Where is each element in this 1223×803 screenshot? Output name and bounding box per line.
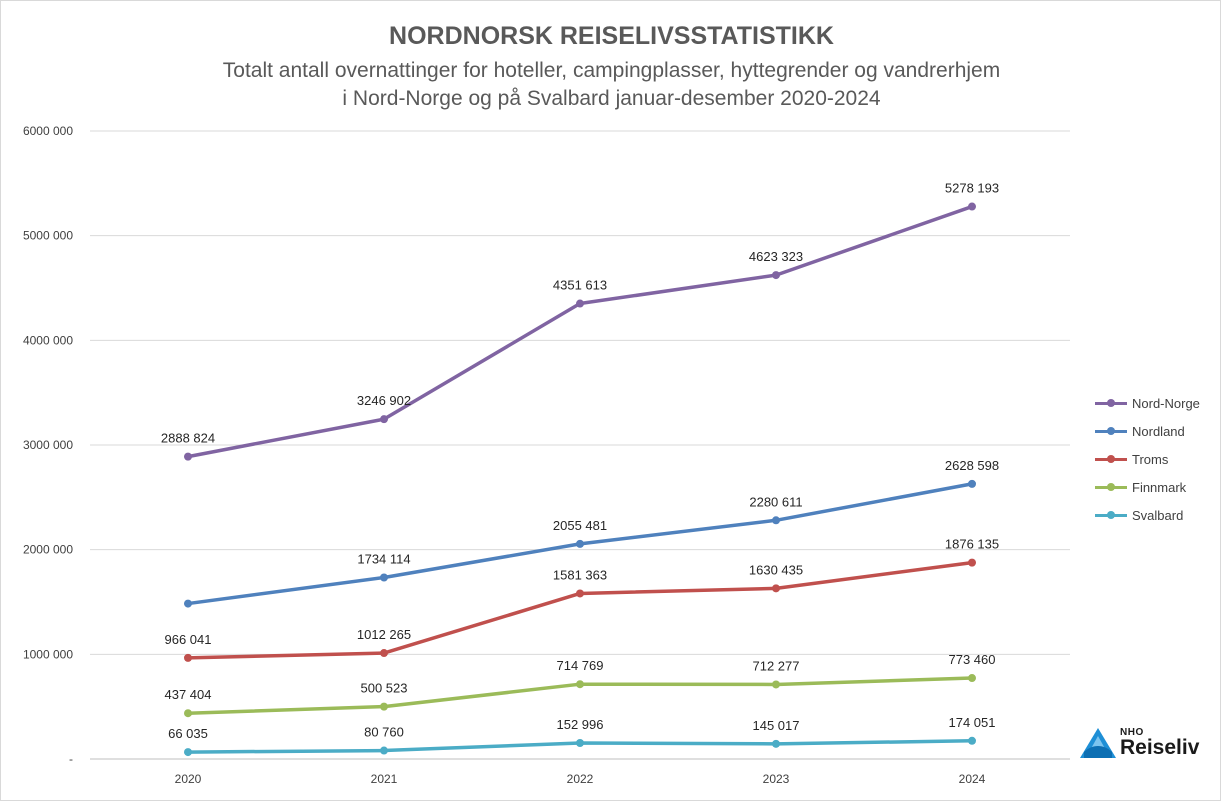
data-point: [968, 479, 976, 488]
data-point: [380, 573, 388, 582]
data-label: 500 523: [361, 681, 408, 696]
legend-swatch: [1095, 482, 1127, 492]
legend-swatch: [1095, 426, 1127, 436]
data-point: [968, 202, 976, 211]
data-label: 152 996: [557, 717, 604, 732]
data-point: [772, 680, 780, 689]
logo-name-text: Reiseliv: [1120, 736, 1200, 759]
data-label: 2055 481: [553, 518, 607, 533]
data-point: [968, 736, 976, 745]
logo-nho-text: NHO: [1120, 727, 1144, 738]
legend-item-nord-norge: Nord-Norge: [1095, 389, 1200, 417]
legend-item-svalbard: Svalbard: [1095, 501, 1200, 529]
data-point: [184, 599, 192, 608]
data-point: [184, 709, 192, 718]
data-label: 2628 598: [945, 458, 999, 473]
data-label: 2280 611: [749, 494, 802, 509]
data-label: 4623 323: [749, 249, 803, 264]
chart-subtitle-line1: Totalt antall overnattinger for hoteller…: [222, 59, 1001, 82]
legend-label: Nord-Norge: [1132, 395, 1200, 411]
data-point: [184, 748, 192, 757]
x-tick-label: 2023: [763, 772, 790, 786]
data-point: [380, 649, 388, 658]
data-label: 1630 435: [749, 562, 803, 577]
data-label: 1734 114: [357, 551, 410, 566]
data-label: 4351 613: [553, 278, 607, 293]
data-label: 145 017: [753, 718, 800, 733]
data-label: 773 460: [949, 652, 996, 667]
data-label: 1012 265: [357, 627, 411, 642]
data-label: 2888 824: [161, 431, 215, 446]
data-point: [380, 415, 388, 424]
data-point: [772, 584, 780, 593]
legend-item-troms: Troms: [1095, 445, 1200, 473]
nho-reiseliv-logo: NHO Reiseliv: [1078, 724, 1208, 764]
legend-label: Troms: [1132, 451, 1169, 467]
legend-label: Finnmark: [1132, 479, 1187, 495]
y-tick-label: 5000 000: [23, 229, 73, 243]
legend-item-finnmark: Finnmark: [1095, 473, 1200, 501]
chart-legend: Nord-Norge Nordland Troms Finnmark Svalb…: [1095, 389, 1200, 529]
chart-subtitle-line2: i Nord-Norge og på Svalbard januar-desem…: [342, 87, 881, 110]
y-tick-label: -: [69, 752, 73, 766]
data-label: 5278 193: [945, 181, 999, 196]
data-label: 714 769: [557, 658, 604, 673]
y-tick-label: 1000 000: [23, 647, 73, 661]
data-label: 1876 135: [945, 537, 999, 552]
legend-swatch: [1095, 398, 1127, 408]
data-point: [184, 653, 192, 662]
y-tick-label: 4000 000: [23, 333, 73, 347]
data-point: [576, 299, 584, 308]
data-point: [576, 539, 584, 548]
chart-title: NORDNORSK REISELIVSSTATISTIKK: [389, 22, 834, 50]
data-point: [968, 558, 976, 567]
data-point: [576, 589, 584, 598]
legend-label: Nordland: [1132, 423, 1185, 439]
nho-logo-icon: [1080, 728, 1116, 758]
legend-label: Svalbard: [1132, 507, 1184, 523]
data-label: 437 404: [165, 687, 212, 702]
x-tick-label: 2021: [371, 772, 398, 786]
legend-swatch: [1095, 454, 1127, 464]
legend-item-nordland: Nordland: [1095, 417, 1200, 445]
data-label: 80 760: [364, 725, 404, 740]
y-tick-label: 2000 000: [23, 543, 73, 557]
data-label: 712 277: [753, 658, 800, 673]
data-point: [380, 702, 388, 711]
data-label: 1581 363: [553, 567, 607, 582]
data-label: 3246 902: [357, 393, 411, 408]
data-point: [576, 738, 584, 747]
data-point: [968, 674, 976, 683]
data-point: [576, 680, 584, 689]
data-point: [772, 516, 780, 525]
legend-swatch: [1095, 510, 1127, 520]
x-tick-label: 2022: [567, 772, 594, 786]
data-label: 174 051: [949, 715, 996, 730]
data-label: 966 041: [165, 632, 212, 647]
data-point: [184, 452, 192, 461]
x-tick-label: 2020: [175, 772, 202, 786]
series-line-nord-norge: [186, 204, 974, 459]
data-point: [772, 739, 780, 748]
y-tick-label: 6000 000: [23, 124, 73, 138]
x-tick-label: 2024: [959, 772, 986, 786]
data-point: [380, 746, 388, 755]
y-tick-label: 3000 000: [23, 438, 73, 452]
data-label: 66 035: [168, 726, 208, 741]
data-point: [772, 271, 780, 280]
